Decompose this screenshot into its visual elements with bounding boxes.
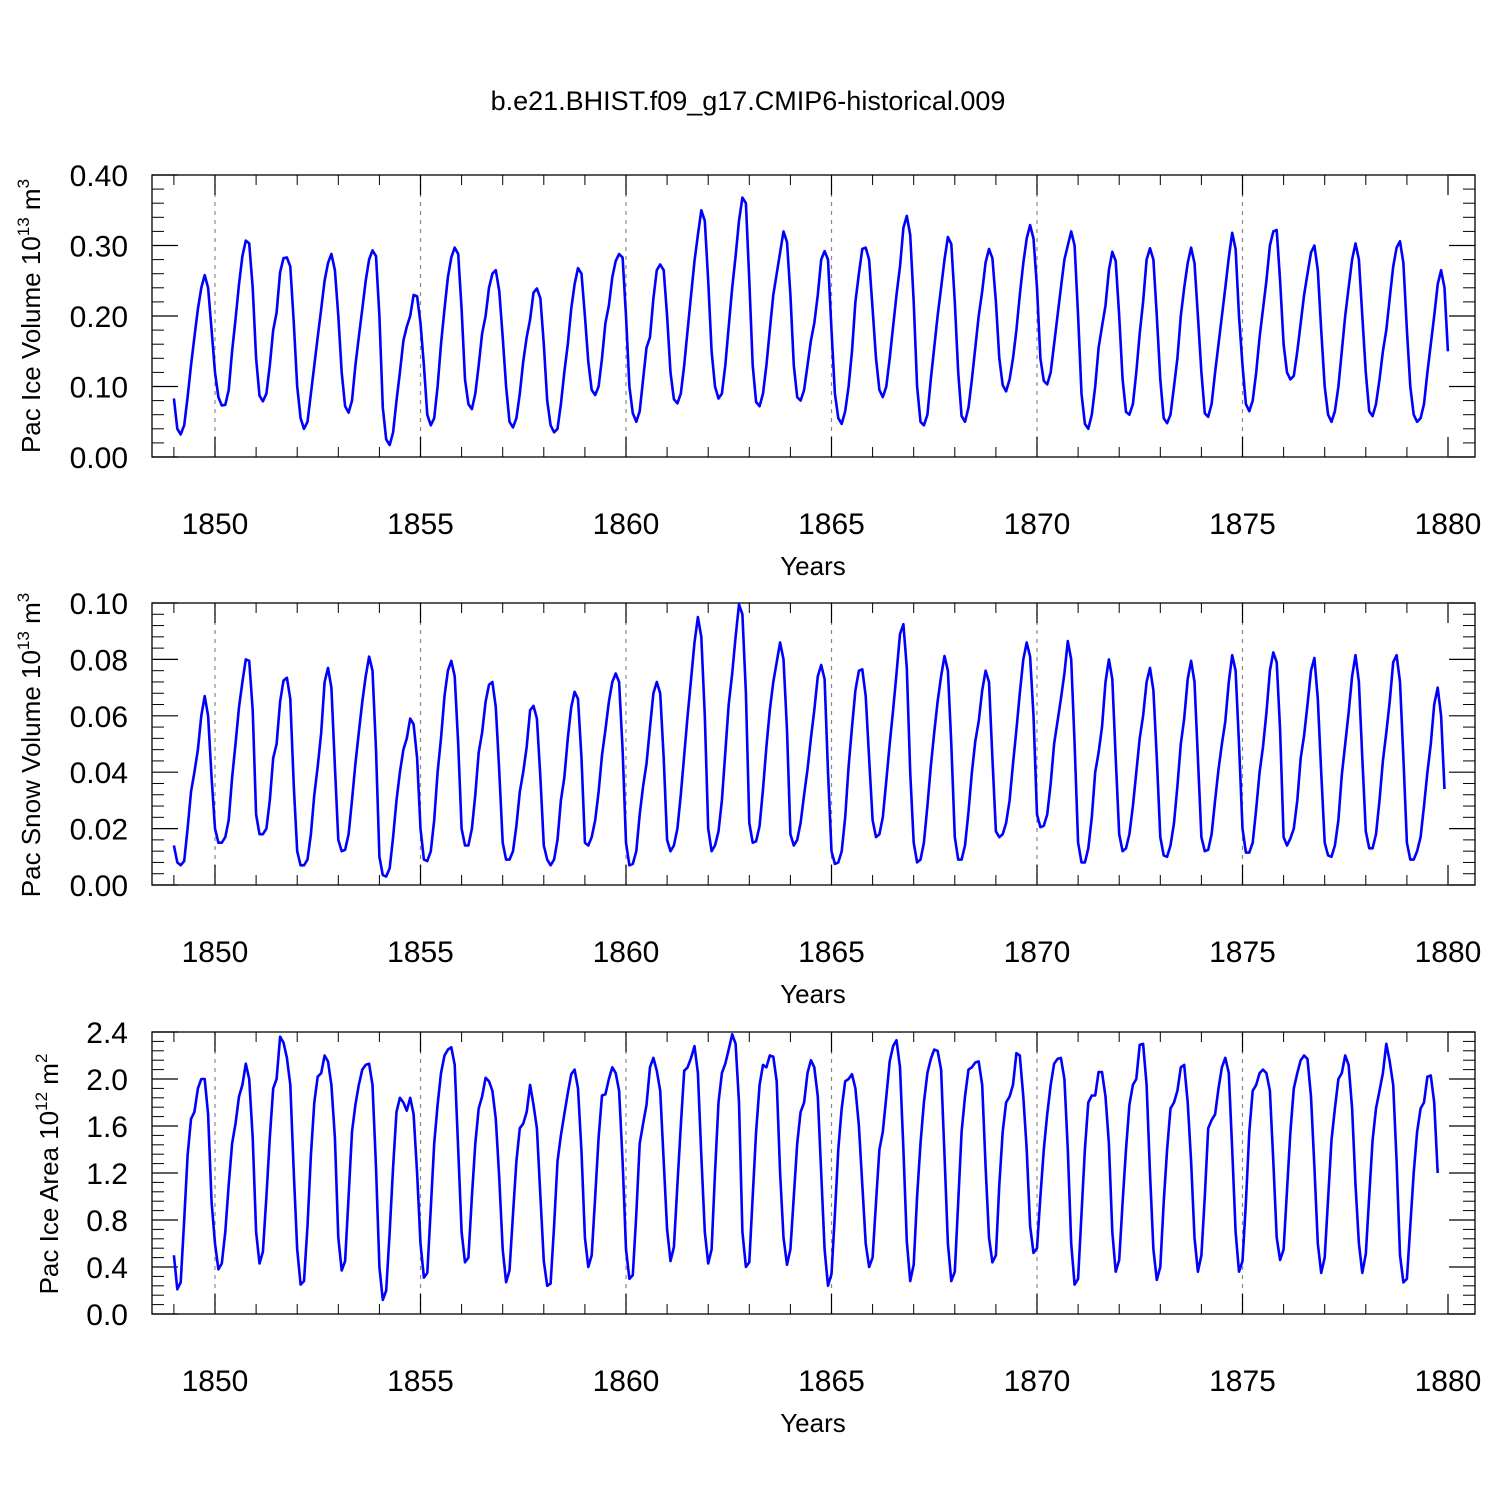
y-tick-label: 0.10 <box>70 372 128 405</box>
x-tick-label: 1870 <box>1004 1365 1071 1398</box>
figure-title: b.e21.BHIST.f09_g17.CMIP6-historical.009 <box>491 86 1006 116</box>
y-tick-label: 0.0 <box>86 1299 128 1332</box>
y-tick-label: 2.0 <box>86 1064 128 1097</box>
x-tick-label: 1880 <box>1415 508 1482 541</box>
y-tick-label: 0.00 <box>70 442 128 475</box>
x-tick-label: 1870 <box>1004 936 1071 969</box>
x-tick-label: 1860 <box>593 936 660 969</box>
x-tick-label: 1850 <box>182 1365 249 1398</box>
x-tick-label: 1860 <box>593 1365 660 1398</box>
x-tick-label: 1865 <box>798 936 865 969</box>
x-tick-label: 1855 <box>387 936 454 969</box>
panel-snow-volume: 0.00 0.02 0.04 0.06 0.08 0.10 1850 1855 1860 1865… <box>14 588 1481 1009</box>
x-tick-label: 1880 <box>1415 936 1482 969</box>
y-axis-label: Pac Snow Volume 1013 m3 <box>14 593 46 897</box>
panel-ice-area: 0.0 0.4 0.8 1.2 1.6 2.0 2.4 1850 1855 1860 1865 187… <box>32 1017 1481 1438</box>
x-tick-label: 1880 <box>1415 1365 1482 1398</box>
y-tick-label: 0.00 <box>70 870 128 903</box>
y-tick-label: 0.06 <box>70 701 128 734</box>
x-tick-label: 1850 <box>182 936 249 969</box>
x-tick-label: 1870 <box>1004 508 1071 541</box>
plot-frame <box>151 602 1476 886</box>
y-tick-label: 2.4 <box>86 1017 128 1050</box>
y-tick-label: 0.02 <box>70 814 128 847</box>
series-line <box>172 603 1446 878</box>
x-tick-label: 1875 <box>1209 936 1276 969</box>
y-tick-label: 1.2 <box>86 1158 128 1191</box>
y-axis-label: Pac Ice Area 1012 m2 <box>32 1054 64 1295</box>
x-axis-label: Years <box>780 1408 846 1438</box>
y-tick-label: 0.40 <box>70 160 128 193</box>
x-tick-label: 1875 <box>1209 508 1276 541</box>
y-tick-label: 0.04 <box>70 757 128 790</box>
y-tick-label: 1.6 <box>86 1111 128 1144</box>
x-axis-label: Years <box>780 551 846 581</box>
series-line <box>172 1033 1439 1302</box>
y-tick-label: 0.8 <box>86 1205 128 1238</box>
x-tick-label: 1855 <box>387 1365 454 1398</box>
y-tick-label: 0.30 <box>70 231 128 264</box>
plot-frame <box>151 174 1476 458</box>
x-tick-label: 1875 <box>1209 1365 1276 1398</box>
x-tick-label: 1865 <box>798 508 865 541</box>
x-axis-label: Years <box>780 979 846 1009</box>
y-tick-label: 0.10 <box>70 588 128 621</box>
x-tick-label: 1860 <box>593 508 660 541</box>
x-tick-label: 1850 <box>182 508 249 541</box>
series-line <box>172 196 1450 447</box>
y-axis-label: Pac Ice Volume 1013 m3 <box>14 179 46 453</box>
y-tick-label: 0.08 <box>70 644 128 677</box>
panel-ice-volume: 0.00 0.10 0.20 0.30 0.40 1850 1855 1860 1865 1870… <box>14 160 1481 581</box>
x-tick-label: 1865 <box>798 1365 865 1398</box>
y-tick-label: 0.20 <box>70 301 128 334</box>
y-tick-label: 0.4 <box>86 1252 128 1285</box>
x-tick-label: 1855 <box>387 508 454 541</box>
